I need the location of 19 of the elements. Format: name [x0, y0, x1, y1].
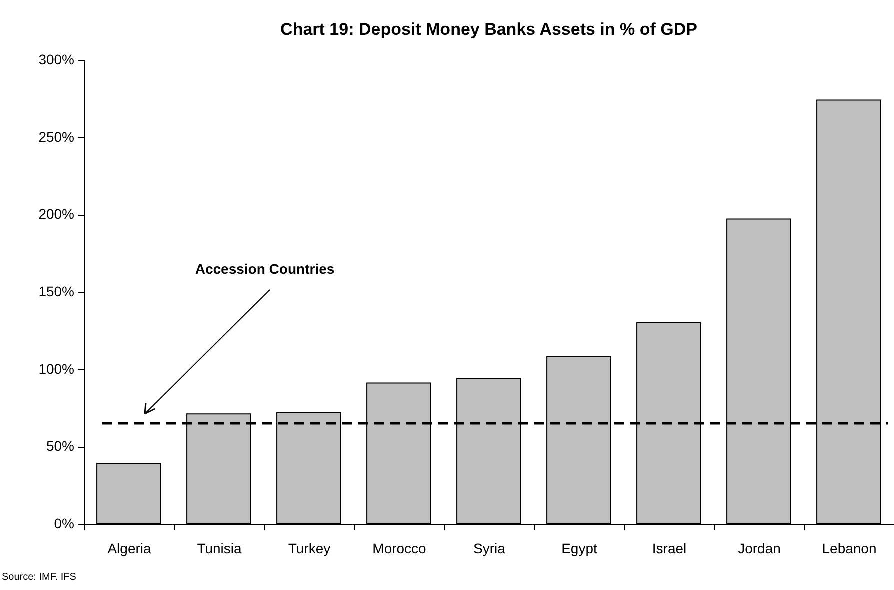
ref-line-label: Accession Countries — [195, 261, 335, 277]
x-tick-label: Lebanon — [822, 540, 877, 556]
x-tick-label: Turkey — [288, 540, 331, 556]
y-tick-label: 200% — [38, 206, 74, 222]
x-tick-label: Egypt — [562, 540, 598, 556]
x-tick-label: Syria — [474, 540, 506, 556]
x-tick-label: Jordan — [738, 540, 781, 556]
y-tick-label: 300% — [38, 52, 74, 68]
x-tick-label: Tunisia — [197, 540, 242, 556]
chart-title: Chart 19: Deposit Money Banks Assets in % of GDP — [280, 20, 698, 39]
y-tick-label: 50% — [46, 438, 74, 454]
y-tick-label: 0% — [54, 516, 74, 532]
y-tick-label: 250% — [38, 128, 74, 145]
x-tick-label: Morocco — [372, 540, 427, 556]
y-tick-label: 150% — [38, 284, 74, 300]
source-note: Source: IMF. IFS — [2, 572, 77, 583]
y-tick-label: 100% — [38, 360, 74, 377]
x-tick-label: Algeria — [108, 540, 152, 556]
x-tick-label: Israel — [652, 540, 687, 556]
